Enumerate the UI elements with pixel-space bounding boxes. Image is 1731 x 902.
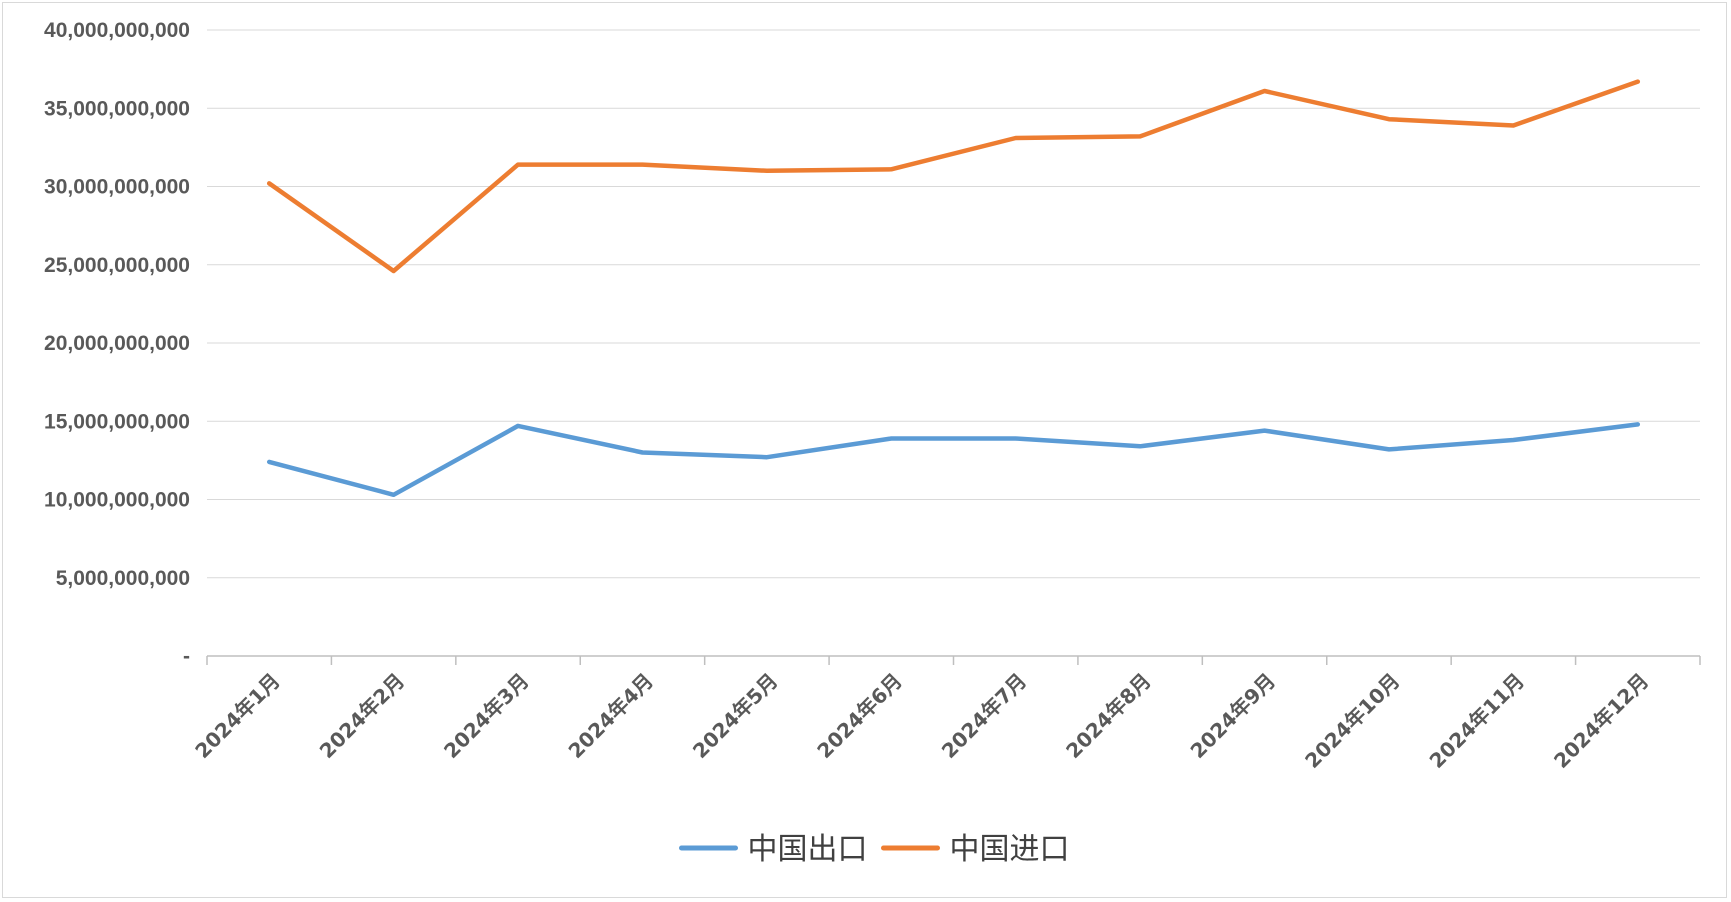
legend-label: 中国出口	[748, 832, 868, 867]
y-tick-label: 20,000,000,000	[44, 332, 190, 355]
series-line-2	[266, 79, 1641, 274]
y-tick-label: -	[183, 645, 190, 668]
legend-label: 中国进口	[950, 832, 1070, 867]
y-tick-label: 25,000,000,000	[44, 254, 190, 277]
x-tick-label: 2024年8月	[1061, 669, 1155, 763]
x-tick-label: 2024年9月	[1186, 669, 1280, 763]
x-tick-label: 2024年10月	[1300, 669, 1404, 773]
x-tick-label: 2024年1月	[190, 669, 284, 763]
y-tick-label: 10,000,000,000	[44, 489, 190, 512]
y-tick-label: 40,000,000,000	[44, 19, 190, 42]
series-line-1	[266, 422, 1641, 498]
y-tick-label: 15,000,000,000	[44, 410, 190, 433]
x-tick-label: 2024年4月	[564, 669, 658, 763]
x-tick-label: 2024年6月	[812, 669, 906, 763]
x-tick-label: 2024年11月	[1425, 669, 1529, 773]
y-tick-label: 35,000,000,000	[44, 97, 190, 120]
x-tick-label: 2024年5月	[688, 669, 782, 763]
x-tick-label: 2024年3月	[439, 669, 533, 763]
x-tick-label: 2024年2月	[315, 669, 409, 763]
x-tick-label: 2024年12月	[1549, 669, 1653, 773]
y-tick-label: 30,000,000,000	[44, 176, 190, 199]
x-tick-label: 2024年7月	[937, 669, 1031, 763]
y-tick-label: 5,000,000,000	[56, 567, 190, 590]
